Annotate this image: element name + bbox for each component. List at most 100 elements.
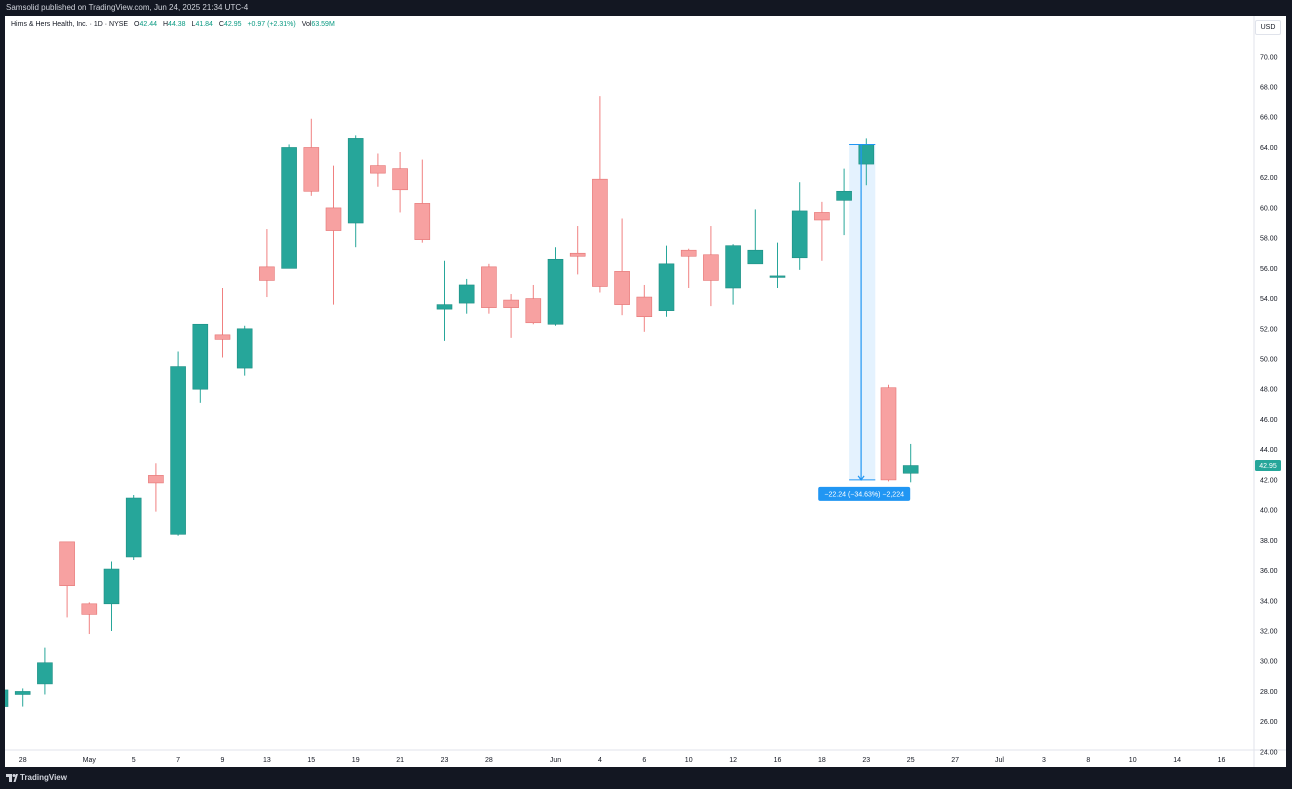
y-tick-label: 44.00 <box>1260 447 1278 454</box>
candle-up <box>14 691 31 695</box>
x-tick-label: 16 <box>774 757 782 764</box>
y-tick-label: 62.00 <box>1260 175 1278 182</box>
legend-open: 42.44 <box>139 21 158 28</box>
candle-down <box>370 165 386 174</box>
candle-up <box>658 263 675 311</box>
legend-low-label: L <box>191 21 196 28</box>
legend-vol-label: Vol <box>301 21 312 28</box>
candle-up <box>791 210 808 259</box>
candle-down <box>592 178 608 287</box>
footer-bar: TradingView <box>0 767 1292 789</box>
y-tick-label: 46.00 <box>1260 417 1278 424</box>
y-tick-label: 34.00 <box>1260 598 1278 605</box>
candle-down <box>59 541 75 586</box>
candle-down <box>680 249 697 257</box>
x-tick-label: 19 <box>352 757 360 764</box>
x-tick-label: 8 <box>1086 757 1090 764</box>
y-tick-label: 36.00 <box>1260 568 1278 575</box>
candle-down <box>481 266 497 308</box>
last-price-label: 42.95 <box>1259 463 1277 470</box>
y-tick-label: 28.00 <box>1260 689 1278 696</box>
candle-up <box>37 662 53 685</box>
x-tick-label: Jul <box>995 757 1004 764</box>
y-tick-label: 40.00 <box>1260 508 1278 515</box>
x-tick-label: 21 <box>396 757 404 764</box>
candle-down <box>880 387 897 481</box>
x-tick-label: Jun <box>550 757 561 764</box>
x-tick-label: 4 <box>598 757 602 764</box>
y-tick-label: 56.00 <box>1260 266 1278 273</box>
candle-down <box>414 203 431 240</box>
y-tick-label: 66.00 <box>1260 115 1278 122</box>
y-tick-label: 30.00 <box>1260 659 1278 666</box>
y-tick-label: 32.00 <box>1260 629 1278 636</box>
legend-open-label: O <box>134 21 140 28</box>
x-tick-label: 5 <box>132 757 136 764</box>
candle-up <box>547 258 564 325</box>
candle-up <box>5 689 9 707</box>
y-tick-label: 54.00 <box>1260 296 1278 303</box>
x-tick-label: May <box>83 757 97 764</box>
x-tick-label: 23 <box>441 757 449 764</box>
y-tick-label: 48.00 <box>1260 387 1278 394</box>
candle-down <box>259 266 275 281</box>
y-tick-label: 64.00 <box>1260 145 1278 152</box>
legend-high: 44.38 <box>168 21 186 28</box>
y-tick-label: 60.00 <box>1260 205 1278 212</box>
candle-down <box>614 271 630 305</box>
last-price-badge <box>1255 460 1281 472</box>
legend-close: 42.95 <box>223 21 242 28</box>
y-tick-label: 58.00 <box>1260 236 1278 243</box>
chart-frame[interactable]: Hims & Hers Health, Inc. · 1D · NYSE O42… <box>5 16 1286 767</box>
y-tick-label: 42.00 <box>1260 477 1278 484</box>
candle-up <box>236 328 253 369</box>
legend-symbol: Hims & Hers Health, Inc. · 1D · NYSE <box>11 21 129 28</box>
x-tick-label: 28 <box>19 757 27 764</box>
x-tick-label: 23 <box>862 757 870 764</box>
footer-brand: TradingView <box>20 773 67 782</box>
y-tick-label: 50.00 <box>1260 357 1278 364</box>
measure-label: −22.24 (−34.63%) −2,224 <box>824 491 904 498</box>
candle-up <box>125 497 142 558</box>
candle-up <box>192 323 209 390</box>
candle-down <box>503 299 519 308</box>
x-tick-label: 10 <box>685 757 693 764</box>
candle-up <box>902 465 919 474</box>
candlestick-chart[interactable]: 24.00 26.00 28.00 30.00 32.00 34.00 36.00 38.00… <box>0 0 1292 767</box>
candle-up <box>436 304 453 310</box>
candle-down <box>814 212 830 221</box>
legend-change: +0.97 (+2.31%) <box>247 21 296 28</box>
measure-arrow-icon <box>857 475 865 481</box>
candle-down <box>148 475 164 484</box>
legend-close-label: C <box>218 21 224 28</box>
candle-up <box>769 275 786 278</box>
legend-high-label: H <box>162 21 169 28</box>
currency-button[interactable]: USD <box>1255 20 1281 35</box>
candle-down <box>303 147 320 192</box>
x-tick-label: 13 <box>263 757 271 764</box>
candle-down <box>703 254 719 281</box>
x-tick-label: 14 <box>1173 757 1181 764</box>
x-tick-label: 10 <box>1129 757 1137 764</box>
x-tick-label: 28 <box>485 757 493 764</box>
y-tick-label: 68.00 <box>1260 85 1278 92</box>
legend-vol: 63.59M <box>311 21 335 28</box>
y-tick-label: 26.00 <box>1260 719 1278 726</box>
candles-group <box>5 96 919 707</box>
x-tick-label: 15 <box>307 757 315 764</box>
x-tick-label: 7 <box>176 757 180 764</box>
publish-header: Samsolid published on TradingView.com, J… <box>0 0 1292 16</box>
y-tick-label: 38.00 <box>1260 538 1278 545</box>
x-tick-label: 25 <box>907 757 915 764</box>
x-tick-label: 12 <box>729 757 737 764</box>
candle-up <box>458 284 475 304</box>
x-tick-label: 16 <box>1218 757 1226 764</box>
x-tick-label: 9 <box>221 757 225 764</box>
candle-down <box>569 252 586 257</box>
candle-down <box>636 296 653 318</box>
measure-label-box <box>818 486 911 501</box>
legend-low: 41.84 <box>195 21 213 28</box>
candle-down <box>81 603 98 615</box>
candle-up <box>725 245 741 289</box>
x-tick-label: 6 <box>642 757 646 764</box>
